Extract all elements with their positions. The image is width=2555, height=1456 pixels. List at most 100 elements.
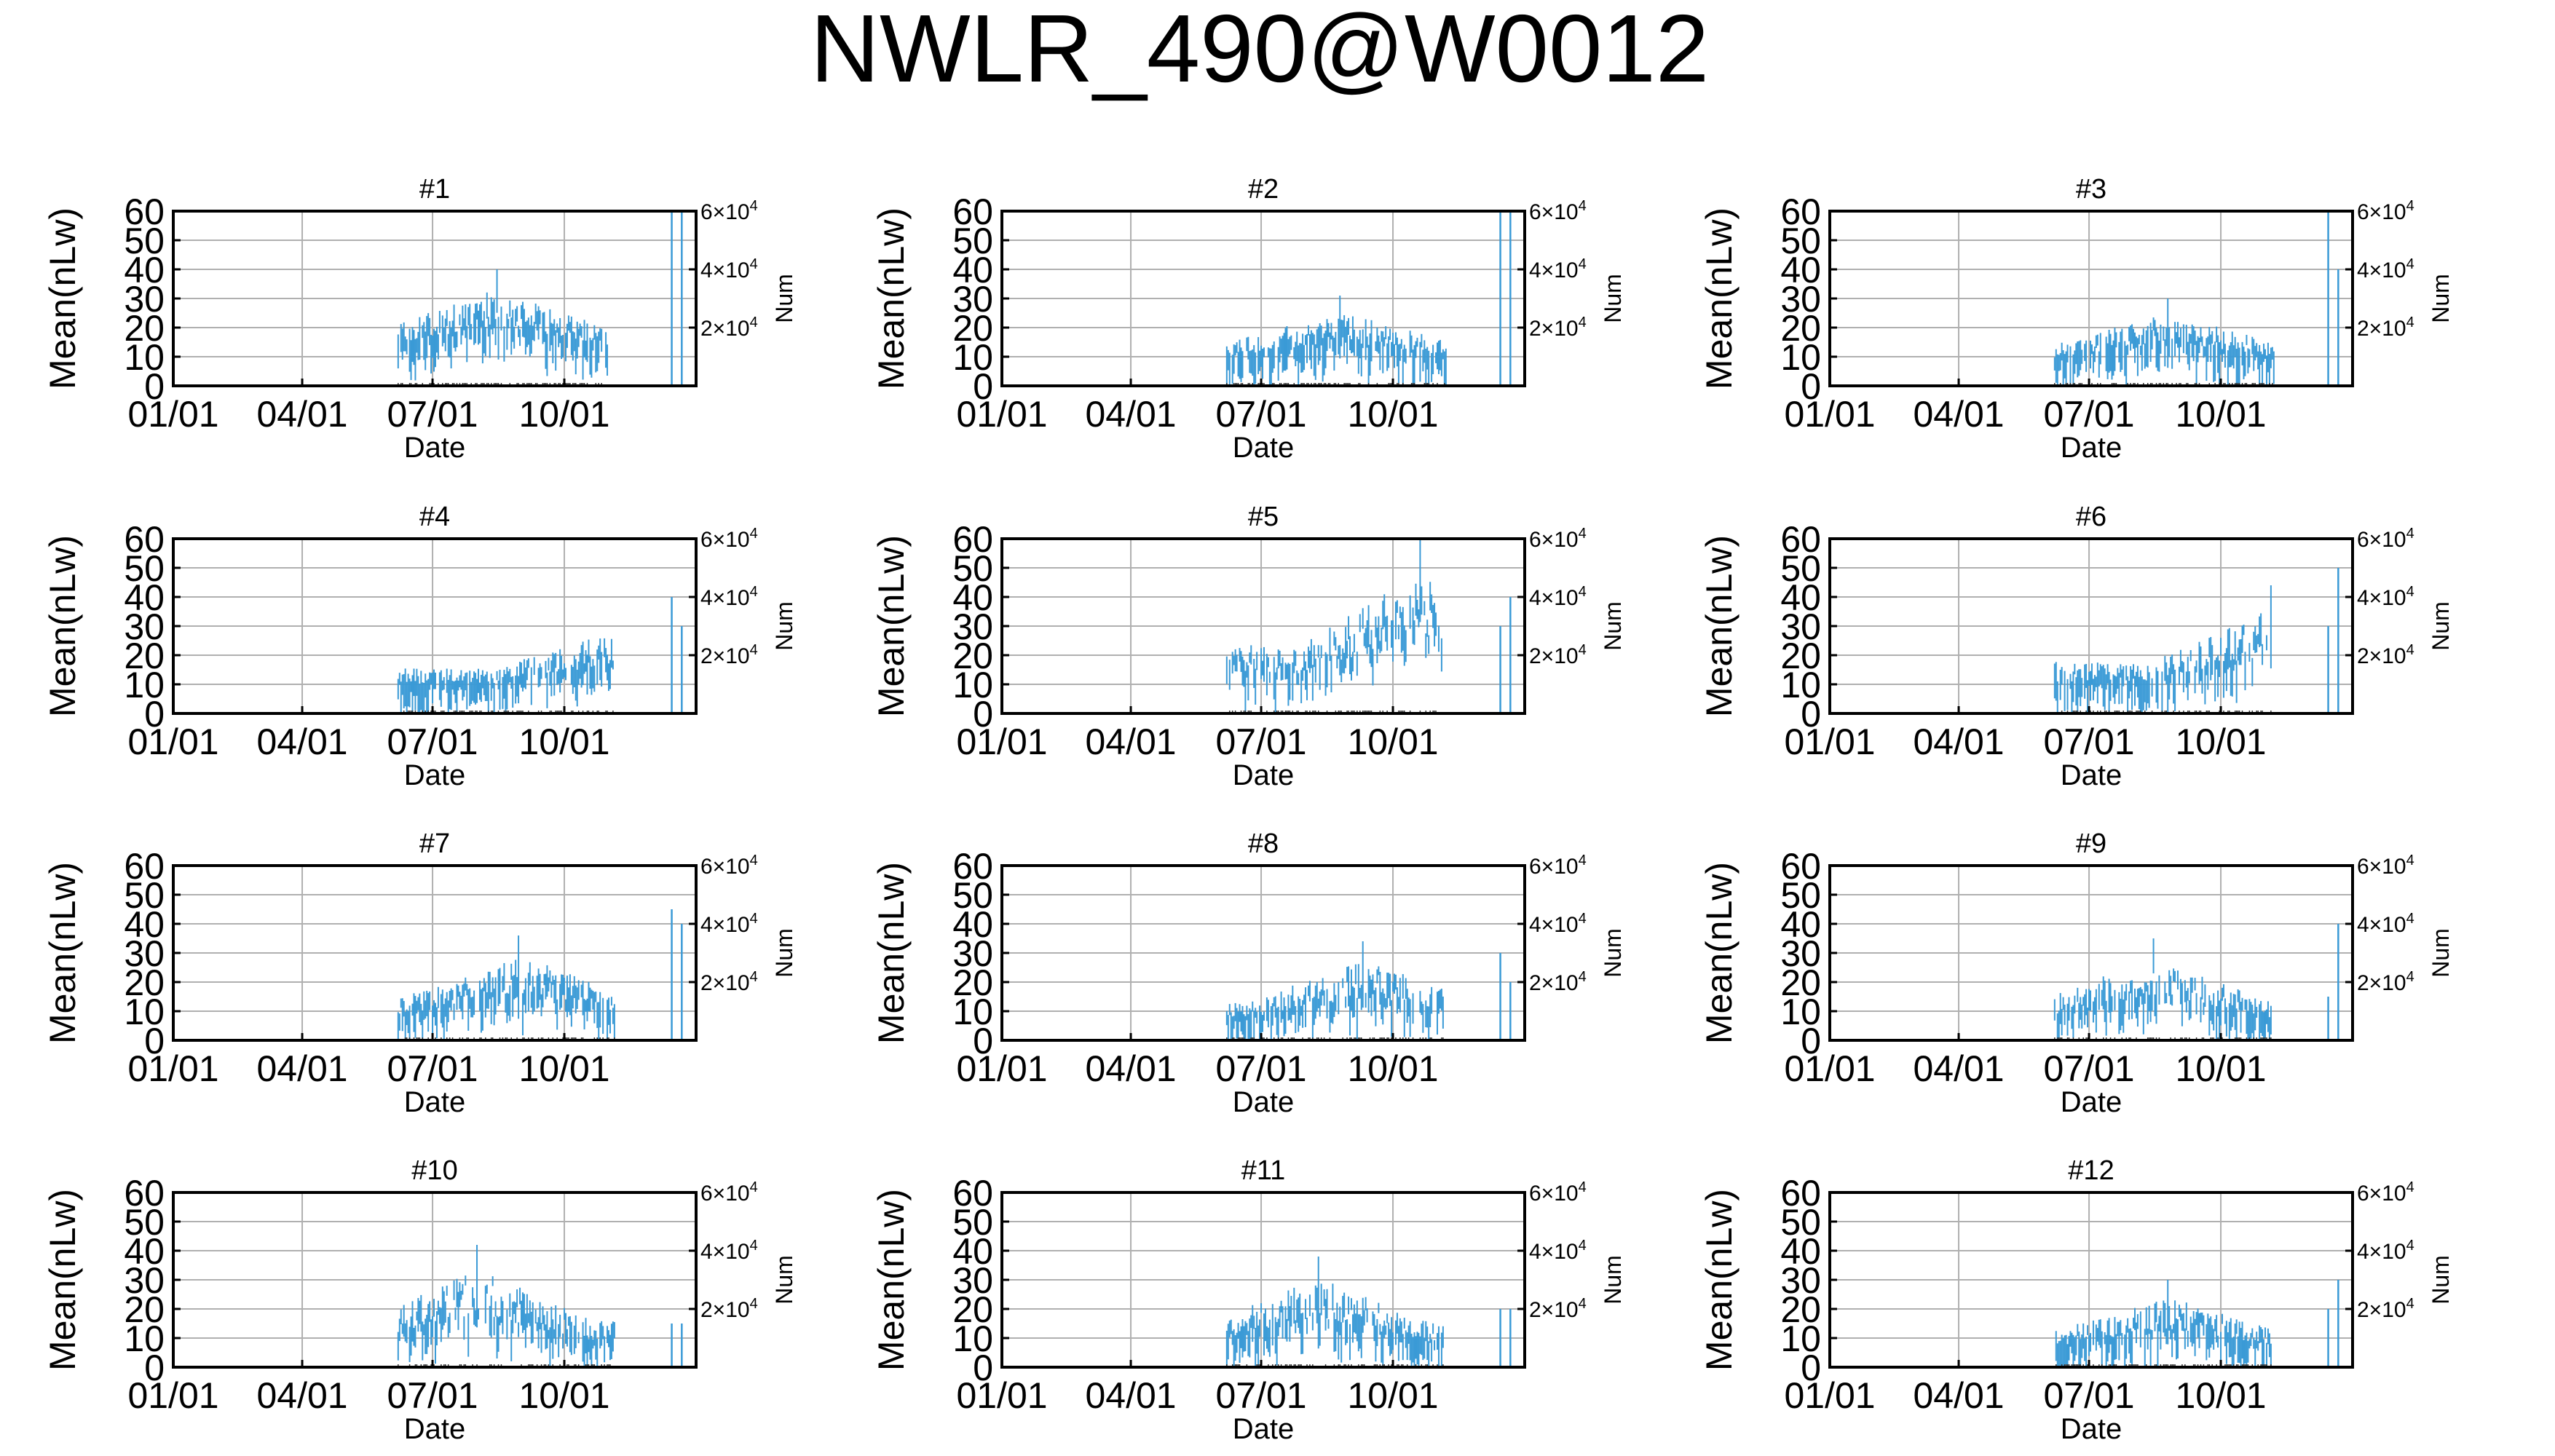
panel-title: #3 (2076, 174, 2106, 205)
x-tick-label: 10/01 (1347, 394, 1438, 435)
panel-title: #12 (2068, 1155, 2114, 1186)
x-tick-label: 07/01 (1215, 721, 1306, 762)
x-tick-label: 10/01 (518, 721, 609, 762)
x-tick-label: 01/01 (127, 721, 218, 762)
x-tick-label: 10/01 (2175, 1048, 2266, 1089)
y2-tick-label: 4×104 (1529, 1238, 1587, 1264)
x-tick-label: 07/01 (1215, 1048, 1306, 1089)
x-tick-label: 07/01 (387, 1048, 478, 1089)
y2-tick-label: 2×104 (1529, 314, 1587, 341)
y-tick-label: 30 (1780, 1260, 1821, 1301)
y2-tick-label: 6×104 (1529, 1179, 1587, 1206)
y-tick-label: 30 (952, 606, 993, 647)
y-tick-label: 0 (144, 366, 165, 407)
y-tick-label: 60 (1780, 1173, 1821, 1214)
y-tick-label: 10 (124, 665, 165, 705)
y2-tick-label: 4×104 (1529, 911, 1587, 937)
y2-tick-label: 4×104 (700, 256, 758, 282)
y-tick-label: 60 (952, 191, 993, 232)
x-tick-label: 10/01 (1347, 721, 1438, 762)
y-tick-label: 10 (1780, 337, 1821, 378)
y-tick-label: 40 (1780, 577, 1821, 618)
y-tick-label: 40 (1780, 250, 1821, 290)
y-tick-label: 30 (952, 279, 993, 320)
y-tick-label: 30 (952, 933, 993, 974)
y-tick-label: 10 (952, 665, 993, 705)
panel-title: #1 (419, 174, 450, 205)
y2-axis-label: Num (1600, 1255, 1626, 1305)
y2-axis-label: Num (1600, 928, 1626, 978)
y-tick-label: 10 (124, 992, 165, 1032)
y-tick-label: 40 (1780, 1231, 1821, 1272)
y-tick-label: 10 (952, 337, 993, 378)
y-tick-label: 10 (124, 1318, 165, 1359)
y-tick-label: 20 (1780, 636, 1821, 676)
y-tick-label: 40 (952, 904, 993, 945)
x-tick-label: 10/01 (2175, 394, 2266, 435)
y-tick-label: 60 (952, 519, 993, 560)
y-tick-label: 40 (952, 577, 993, 618)
y-axis-label: Mean(nLw) (871, 862, 912, 1044)
y2-tick-label: 4×104 (2357, 256, 2414, 282)
x-tick-label: 07/01 (387, 394, 478, 435)
x-tick-label: 01/01 (127, 394, 218, 435)
y2-tick-label: 4×104 (2357, 1238, 2414, 1264)
x-axis-label: Date (404, 1413, 466, 1445)
y-tick-label: 0 (144, 694, 165, 735)
y-axis-label: Mean(nLw) (1699, 535, 1739, 717)
y-tick-label: 0 (973, 366, 993, 407)
x-tick-label: 04/01 (1913, 1048, 2004, 1089)
y-tick-label: 20 (124, 1289, 165, 1330)
y-tick-label: 50 (124, 1202, 165, 1243)
y-tick-label: 50 (1780, 1202, 1821, 1243)
x-tick-label: 01/01 (956, 394, 1047, 435)
y-tick-label: 50 (1780, 548, 1821, 589)
y-axis-label: Mean(nLw) (42, 862, 83, 1044)
x-axis-label: Date (1233, 759, 1295, 791)
y-tick-label: 0 (144, 1021, 165, 1061)
x-tick-label: 01/01 (1784, 1375, 1875, 1416)
y2-tick-label: 4×104 (2357, 911, 2414, 937)
x-tick-label: 04/01 (1085, 721, 1176, 762)
y2-tick-label: 6×104 (700, 198, 758, 224)
x-tick-label: 04/01 (1913, 721, 2004, 762)
y2-axis-label: Num (771, 928, 797, 978)
x-tick-label: 10/01 (518, 394, 609, 435)
y-tick-label: 60 (952, 846, 993, 887)
y-tick-label: 20 (124, 636, 165, 676)
y-tick-label: 60 (1780, 191, 1821, 232)
y-tick-label: 30 (124, 606, 165, 647)
y-tick-label: 30 (124, 933, 165, 974)
x-tick-label: 01/01 (1784, 1048, 1875, 1089)
x-tick-label: 04/01 (256, 394, 347, 435)
y-tick-label: 50 (952, 1202, 993, 1243)
y-tick-label: 30 (124, 279, 165, 320)
y2-tick-label: 2×104 (700, 969, 758, 995)
y2-tick-label: 6×104 (700, 526, 758, 552)
y-axis-label: Mean(nLw) (871, 535, 912, 717)
y2-tick-label: 6×104 (700, 852, 758, 879)
y-tick-label: 10 (1780, 992, 1821, 1032)
y-tick-label: 60 (124, 1173, 165, 1214)
y2-axis-label: Num (2428, 601, 2454, 651)
panel-title: #7 (419, 828, 450, 859)
y2-tick-label: 4×104 (700, 584, 758, 610)
panel-title: #2 (1248, 174, 1279, 205)
x-tick-label: 07/01 (387, 1375, 478, 1416)
y2-tick-label: 6×104 (1529, 198, 1587, 224)
x-tick-label: 07/01 (1215, 394, 1306, 435)
x-axis-label: Date (404, 432, 466, 464)
y-tick-label: 60 (1780, 519, 1821, 560)
y-tick-label: 50 (952, 875, 993, 916)
y-tick-label: 20 (1780, 308, 1821, 349)
y-tick-label: 40 (124, 577, 165, 618)
y-tick-label: 40 (124, 250, 165, 290)
y2-axis-label: Num (1600, 274, 1626, 323)
y-tick-label: 0 (144, 1348, 165, 1388)
y2-tick-label: 6×104 (2357, 852, 2414, 879)
y2-tick-label: 6×104 (2357, 198, 2414, 224)
